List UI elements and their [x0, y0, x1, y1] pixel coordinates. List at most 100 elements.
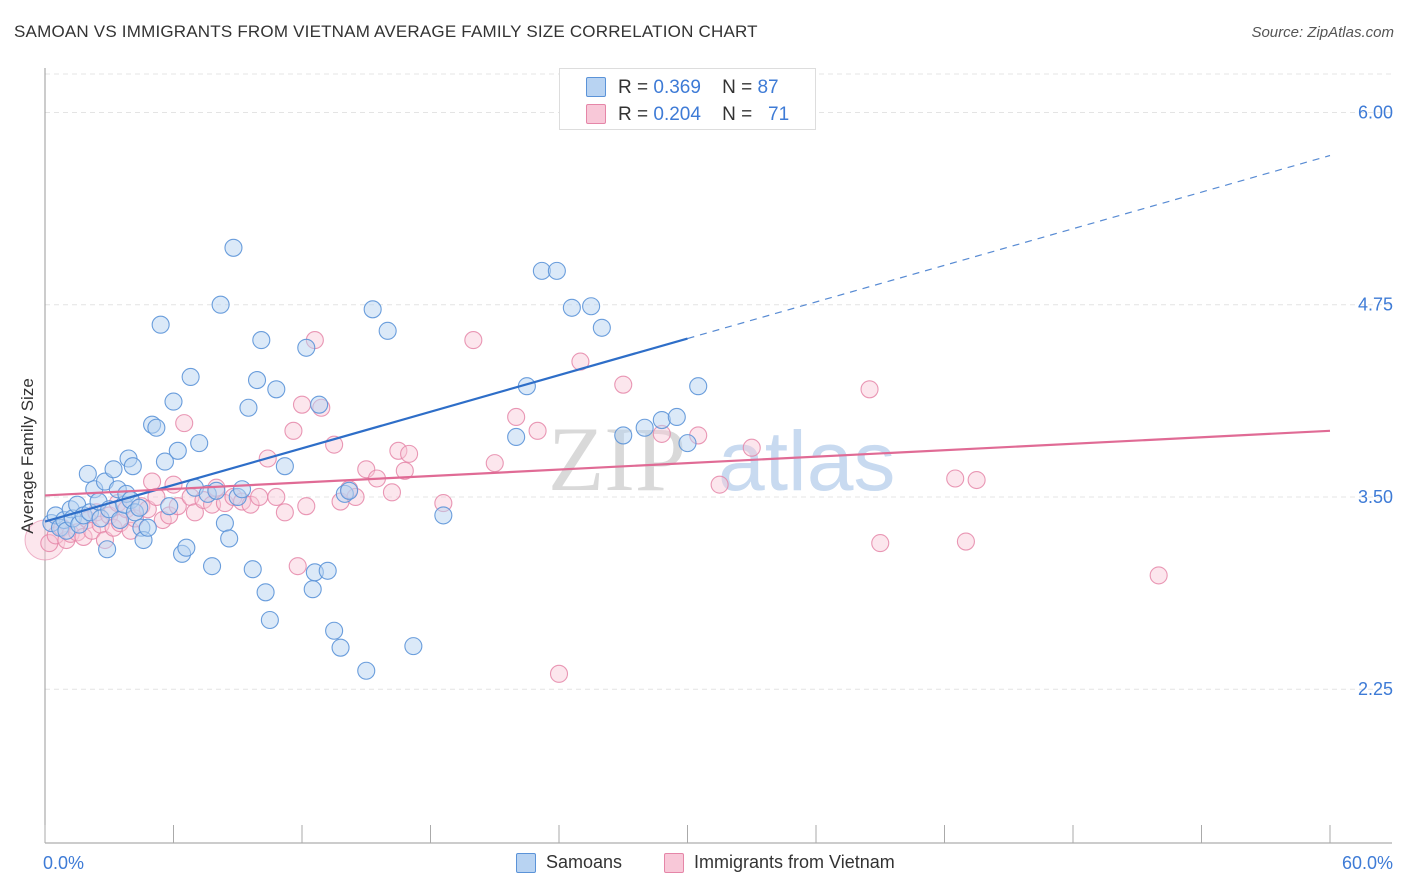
samoans-point — [434, 506, 453, 525]
samoans-point — [224, 238, 243, 257]
samoans-point — [190, 434, 209, 453]
legend-r-label: R = — [618, 77, 649, 98]
vietnam-point — [147, 487, 166, 507]
samoans-points — [42, 238, 708, 680]
legend-n-value: 71 — [768, 104, 790, 125]
legend-n-label: N = — [722, 104, 753, 125]
vietnam-point — [297, 497, 316, 516]
samoans-point — [207, 481, 226, 500]
vietnam-point — [710, 475, 729, 494]
samoans-point — [104, 460, 123, 479]
samoans-point — [310, 395, 329, 414]
y-tick-labels: 2.25 3.50 4.75 6.00 — [1358, 102, 1393, 699]
y-tick-label: 6.00 — [1358, 102, 1393, 122]
samoans-point — [582, 297, 601, 316]
chart-title: SAMOAN VS IMMIGRANTS FROM VIETNAM AVERAG… — [14, 22, 758, 41]
vietnam-point — [275, 503, 294, 522]
y-tick-label: 4.75 — [1358, 295, 1393, 315]
samoans-point — [123, 457, 142, 476]
samoans-point — [614, 426, 633, 445]
gridlines — [45, 73, 1392, 690]
axes — [44, 68, 1392, 844]
x-tick-label: 60.0% — [1342, 853, 1393, 873]
samoans-point — [331, 638, 350, 657]
samoans-point — [164, 392, 183, 411]
samoans-point — [181, 367, 200, 387]
vietnam-point — [485, 454, 504, 473]
source-label: Source: ZipAtlas.com — [1251, 24, 1394, 41]
samoans-point — [667, 407, 686, 427]
x-tick-label: 0.0% — [43, 853, 84, 873]
samoans-point — [340, 481, 359, 500]
samoans-point — [98, 540, 117, 559]
samoans-point — [110, 510, 130, 530]
samoans-point — [357, 661, 376, 680]
legend-swatch-vietnam — [586, 104, 606, 124]
bottom-legend-label-samoans: Samoans — [546, 852, 623, 872]
vietnam-point — [288, 557, 307, 576]
samoans-point — [215, 514, 234, 533]
vietnam-point — [742, 438, 761, 457]
vietnam-point — [956, 532, 975, 551]
samoans-point — [275, 457, 294, 476]
samoans-point — [239, 398, 258, 417]
vietnam-point — [395, 461, 414, 480]
samoans-point — [297, 338, 316, 357]
vietnam-point — [464, 331, 483, 350]
y-tick-label: 3.50 — [1358, 487, 1393, 507]
samoans-point — [260, 610, 279, 630]
vietnam-trend-line — [44, 429, 1331, 497]
legend-r-value: 0.204 — [653, 104, 701, 125]
legend-r-label: R = — [618, 104, 649, 125]
samoans-point — [211, 295, 230, 314]
samoans-trend-extension — [687, 154, 1331, 340]
legend: R = 0.369 N = 87 R = 0.204 N = 71 — [559, 68, 816, 130]
samoans-point — [678, 434, 697, 453]
samoans-point — [252, 331, 271, 350]
samoans-point — [203, 557, 222, 576]
legend-n-label: N = — [722, 77, 753, 98]
vietnam-point — [185, 503, 204, 522]
samoans-point — [155, 452, 174, 471]
x-tick-labels: 0.0% 60.0% — [43, 853, 1393, 873]
samoans-point — [689, 377, 708, 396]
vietnam-point — [1149, 566, 1168, 585]
samoans-point — [303, 580, 322, 599]
y-tick-label: 2.25 — [1358, 679, 1393, 699]
samoans-point — [404, 637, 423, 656]
vietnam-point — [250, 487, 269, 507]
samoans-point — [592, 318, 611, 337]
samoans-point — [147, 418, 166, 437]
vietnam-point — [143, 472, 162, 491]
legend-n-value: 87 — [757, 77, 779, 98]
vietnam-point — [175, 414, 194, 433]
vietnam-point — [382, 483, 402, 502]
vietnam-point — [292, 395, 312, 414]
vietnam-point — [40, 534, 59, 553]
samoans-point — [256, 583, 275, 602]
samoans-point — [635, 418, 654, 437]
samoans-point — [267, 380, 286, 399]
bottom-legend-swatch-vietnam — [664, 853, 684, 873]
samoans-point — [232, 480, 252, 499]
samoans-point — [562, 298, 581, 317]
y-axis-label: Average Family Size — [18, 378, 37, 534]
legend-r-value: 0.369 — [653, 77, 701, 98]
vietnam-point — [400, 444, 419, 463]
samoans-point — [78, 464, 97, 483]
samoans-point — [507, 427, 526, 447]
samoans-point — [130, 498, 149, 517]
vietnam-point — [967, 470, 986, 490]
vietnam-point — [946, 469, 965, 488]
samoans-point — [652, 410, 671, 430]
samoans-point — [151, 315, 170, 334]
vietnam-point — [507, 407, 526, 427]
bottom-legend-label-vietnam: Immigrants from Vietnam — [694, 852, 895, 872]
samoans-point — [160, 497, 179, 516]
vietnam-point — [267, 487, 286, 507]
vietnam-point — [871, 534, 890, 553]
samoans-point — [325, 621, 344, 640]
vietnam-point — [860, 380, 879, 399]
samoans-point — [378, 321, 397, 340]
samoans-point — [318, 561, 337, 580]
